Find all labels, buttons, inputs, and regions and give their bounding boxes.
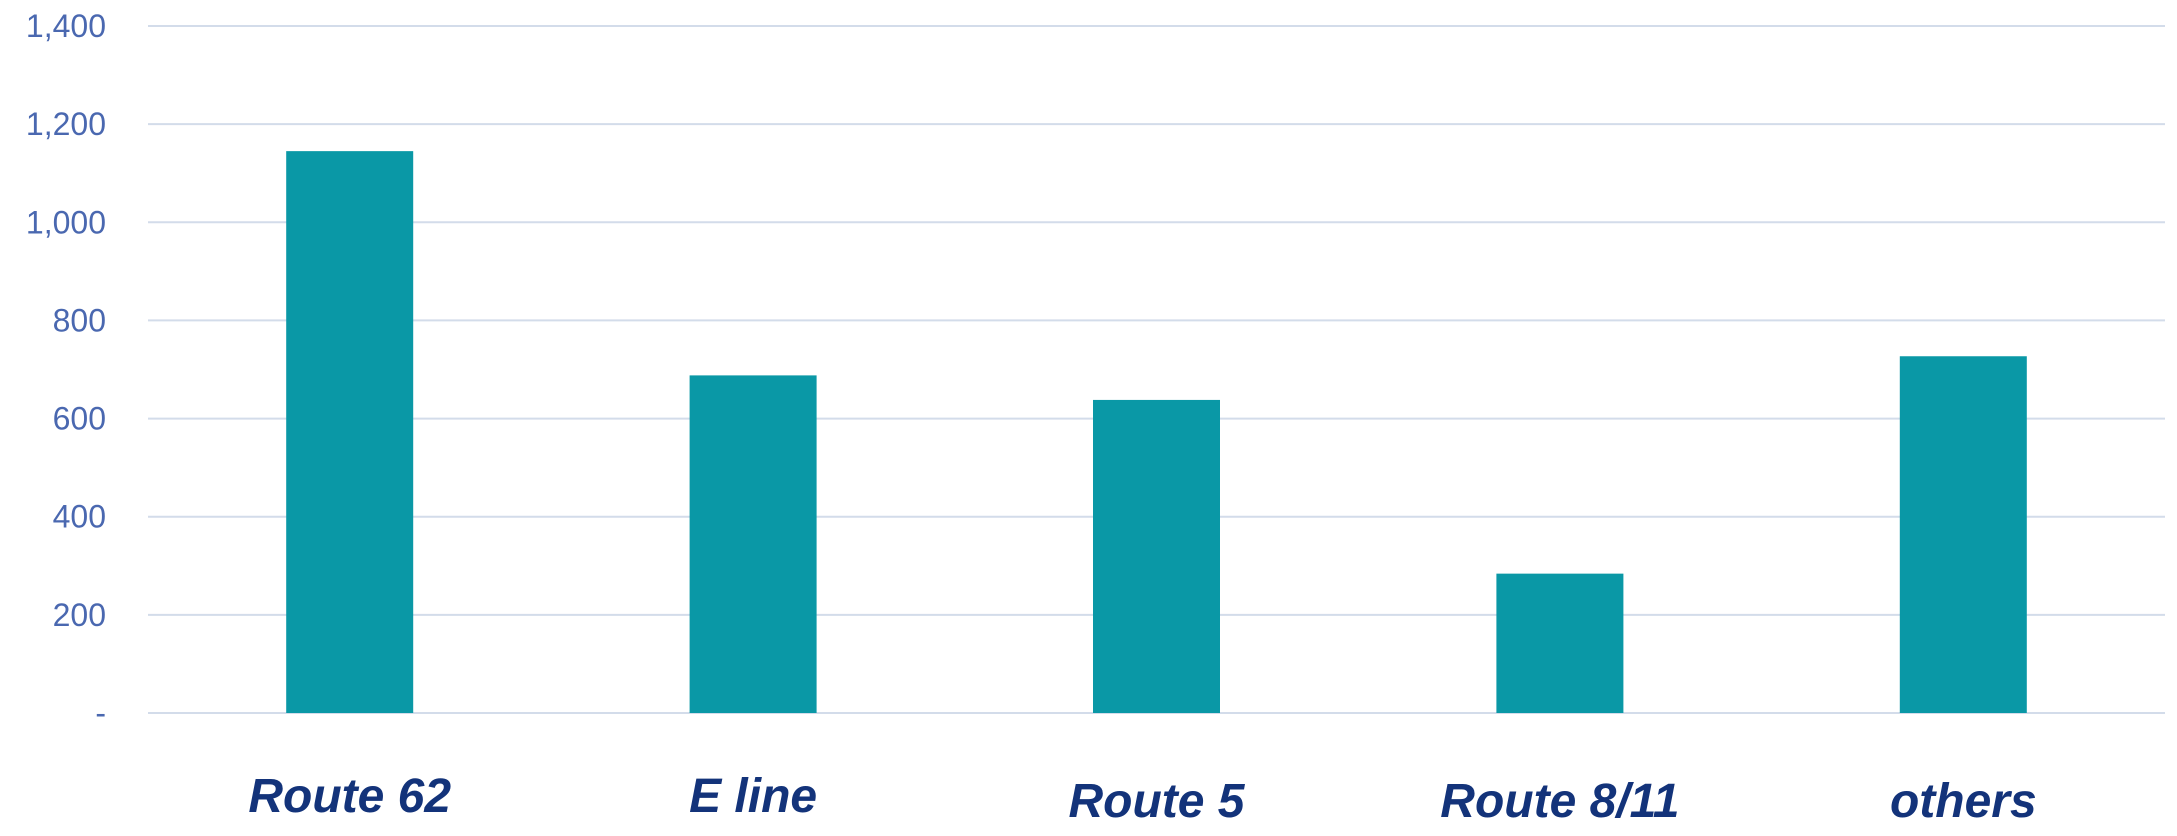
y-tick-label: - bbox=[95, 695, 106, 731]
y-tick-label: 600 bbox=[53, 401, 106, 437]
bar-others bbox=[1900, 356, 2027, 713]
x-category-label: Route 5 bbox=[1068, 775, 1245, 828]
bar-e-line bbox=[690, 375, 817, 713]
y-tick-label: 200 bbox=[53, 597, 106, 633]
y-tick-label: 800 bbox=[53, 302, 106, 338]
x-category-label: Route 62 bbox=[248, 770, 451, 823]
x-category-label: E line bbox=[689, 770, 817, 823]
y-tick-label: 1,200 bbox=[26, 106, 106, 142]
bar-route-8-11 bbox=[1496, 574, 1623, 713]
y-axis-tick-labels: - 200 400 600 800 1,000 1,200 1,400 bbox=[26, 8, 106, 731]
bar-route-5 bbox=[1093, 400, 1220, 713]
x-category-label: Route 8/11 bbox=[1440, 775, 1679, 828]
x-category-label: others bbox=[1890, 775, 2037, 828]
x-axis-category-labels: Route 62 E line Route 5 Route 8/11 others bbox=[248, 770, 2036, 828]
y-tick-label: 400 bbox=[53, 499, 106, 535]
y-tick-label: 1,400 bbox=[26, 8, 106, 44]
bars bbox=[286, 151, 2027, 713]
bar-route-62 bbox=[286, 151, 413, 713]
y-tick-label: 1,000 bbox=[26, 204, 106, 240]
